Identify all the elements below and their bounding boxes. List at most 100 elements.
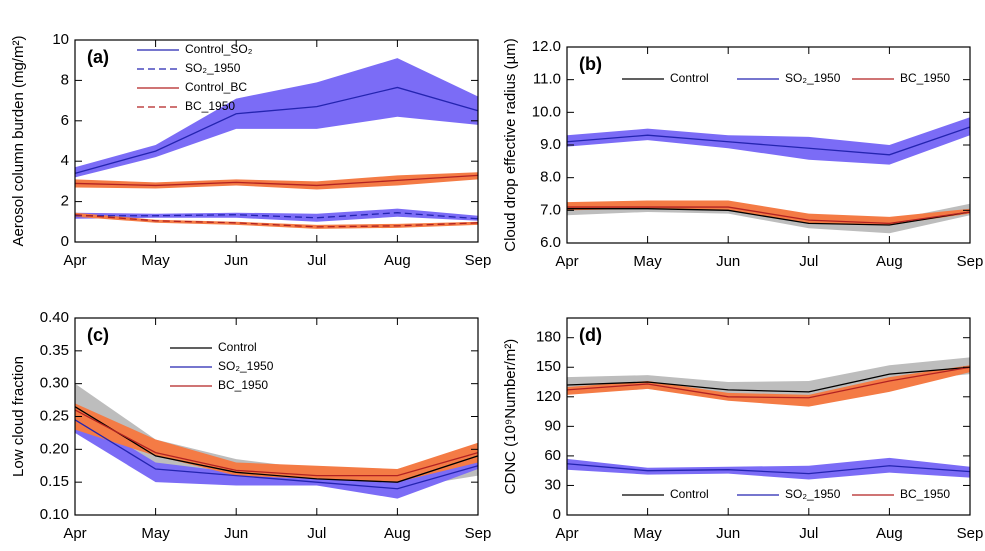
x-tick-label: May xyxy=(141,525,170,542)
series-line xyxy=(74,419,479,490)
y-tick-label: 0.20 xyxy=(40,440,69,457)
x-tick-label: May xyxy=(141,252,170,269)
x-tick-label: Sep xyxy=(465,252,492,269)
y-tick-label: 0.10 xyxy=(40,506,69,523)
legend: Control_SO₂ SO₂_1950 Control_BC BC_1950 xyxy=(137,42,253,113)
legend-label: SO₂_1950 xyxy=(785,71,841,85)
x-tick-label: Aug xyxy=(876,525,903,542)
legend: Control SO₂_1950 BC_1950 xyxy=(622,71,950,85)
y-tick-label: 6 xyxy=(61,112,69,129)
series-line xyxy=(566,366,971,399)
legend-label: SO₂_1950 xyxy=(185,61,241,75)
legend: Control SO₂_1950 BC_1950 xyxy=(622,487,950,501)
x-tick-label: Aug xyxy=(384,252,411,269)
legend-label: BC_1950 xyxy=(900,487,950,501)
legend-label: Control xyxy=(670,71,709,85)
uncertainty-band xyxy=(75,383,478,489)
legend-label: Control xyxy=(670,487,709,501)
uncertainty-band xyxy=(75,58,478,178)
legend-label: Control xyxy=(218,340,257,354)
series-line xyxy=(567,208,971,226)
y-tick-label: 8.0 xyxy=(540,169,561,186)
uncertainty-band xyxy=(567,203,970,234)
x-tick-label: Apr xyxy=(63,252,86,269)
x-tick-label: Apr xyxy=(555,525,578,542)
x-tick-label: Apr xyxy=(555,253,578,270)
y-tick-label: 120 xyxy=(536,388,561,405)
panel-label: (b) xyxy=(579,54,602,74)
x-tick-label: Jun xyxy=(716,525,740,542)
x-tick-label: Jul xyxy=(799,253,818,270)
series-line xyxy=(74,86,479,174)
uncertainty-band xyxy=(75,212,478,229)
x-tick-label: Aug xyxy=(876,253,903,270)
y-tick-label: 10.0 xyxy=(532,103,561,120)
y-tick-label: 11.0 xyxy=(533,71,561,88)
plot-frame xyxy=(566,317,971,516)
y-tick-label: 6.0 xyxy=(540,234,561,251)
x-tick-label: Jul xyxy=(799,525,818,542)
x-tick-label: Jul xyxy=(307,252,326,269)
y-axis-label: Aerosol column burden (mg/m²) xyxy=(10,36,27,247)
plot-frame xyxy=(74,39,479,243)
series-line xyxy=(74,174,479,187)
x-tick-label: Jun xyxy=(224,525,248,542)
series-line xyxy=(566,366,971,393)
y-tick-label: 30 xyxy=(544,476,561,493)
x-tick-label: Aug xyxy=(384,525,411,542)
y-tick-label: 0 xyxy=(553,506,561,523)
x-tick-label: Jun xyxy=(716,253,740,270)
y-tick-label: 0.30 xyxy=(40,375,69,392)
panel: 0.10 0.15 0.20 0.25 0.30 0.35 0.40 Apr May Jun Jul… xyxy=(10,309,491,542)
y-tick-label: 7.0 xyxy=(540,201,561,218)
y-tick-label: 180 xyxy=(536,329,561,346)
series-line xyxy=(566,463,971,475)
legend-label: BC_1950 xyxy=(900,71,950,85)
uncertainty-band xyxy=(75,208,478,222)
y-tick-label: 2 xyxy=(61,193,69,210)
legend: Control SO₂_1950 BC_1950 xyxy=(170,340,274,392)
uncertainty-band xyxy=(75,413,478,499)
uncertainty-band xyxy=(567,365,970,407)
y-tick-label: 90 xyxy=(544,417,561,434)
legend-label: BC_1950 xyxy=(185,99,235,113)
series-line xyxy=(567,206,971,225)
uncertainty-band xyxy=(567,117,970,165)
y-tick-label: 0.40 xyxy=(40,309,69,326)
uncertainty-band xyxy=(567,457,970,480)
legend-label: Control_SO₂ xyxy=(185,42,253,56)
panel: 0 2 4 6 8 10 Apr May Jun Jul Aug Sep Aerosol column … xyxy=(10,31,491,269)
y-axis-label: Cloud drop effective radius (µm) xyxy=(502,38,519,251)
series-line xyxy=(75,212,479,220)
y-tick-label: 4 xyxy=(61,152,69,169)
x-tick-label: May xyxy=(633,253,662,270)
y-tick-label: 150 xyxy=(536,358,561,375)
panel-label: (a) xyxy=(87,47,109,67)
x-tick-label: Sep xyxy=(957,253,984,270)
panel: 0 30 60 90 120 150 180 Apr May Jun Jul Aug Sep CDNC (… xyxy=(502,317,983,542)
legend-label: SO₂_1950 xyxy=(785,487,841,501)
y-tick-label: 0.35 xyxy=(40,342,69,359)
y-tick-label: 0.15 xyxy=(40,473,69,490)
panel: 6.0 7.0 8.0 9.0 10.0 11.0 12.0 Apr May Jun Jul Aug S… xyxy=(502,38,983,270)
legend-label: BC_1950 xyxy=(218,378,268,392)
panel-label: (c) xyxy=(87,325,109,345)
y-tick-label: 8 xyxy=(61,71,69,88)
y-tick-label: 60 xyxy=(544,447,561,464)
y-axis-label: Low cloud fraction xyxy=(10,356,27,477)
panel-label: (d) xyxy=(579,325,602,345)
legend-label: SO₂_1950 xyxy=(218,359,274,373)
y-axis-label: CDNC (10⁹Number/m²) xyxy=(502,339,519,495)
y-tick-label: 12.0 xyxy=(532,38,561,55)
x-tick-label: Apr xyxy=(63,525,86,542)
y-tick-label: 9.0 xyxy=(540,136,561,153)
y-tick-label: 10 xyxy=(52,31,69,48)
x-tick-label: Jul xyxy=(307,525,326,542)
legend-label: Control_BC xyxy=(185,80,247,94)
y-tick-label: 0.25 xyxy=(40,407,69,424)
y-tick-label: 0 xyxy=(61,233,69,250)
series-line xyxy=(74,214,479,228)
x-tick-label: Jun xyxy=(224,252,248,269)
x-tick-label: May xyxy=(633,525,662,542)
